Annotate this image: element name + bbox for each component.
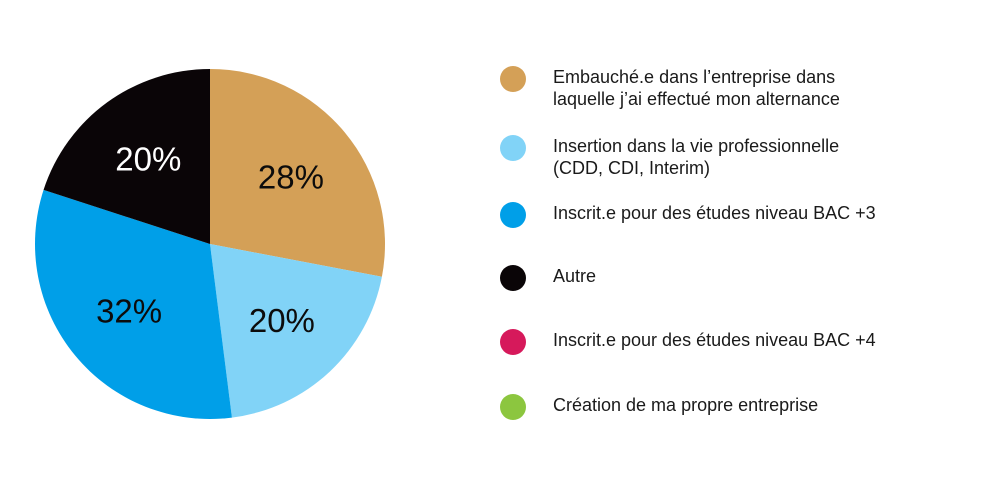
legend-label-bac4: Inscrit.e pour des études niveau BAC +4	[553, 330, 876, 350]
pie-slice-other	[43, 69, 210, 244]
legend-swatch-bac3	[500, 202, 526, 228]
legend-item-hired: Embauché.e dans l’entreprise dans laquel…	[500, 66, 933, 110]
legend-swatch-bac4	[500, 329, 526, 355]
legend-label-own-company: Création de ma propre entreprise	[553, 395, 819, 415]
legend-item-other: Autre	[500, 265, 933, 291]
legend-item-bac3: Inscrit.e pour des études niveau BAC +3	[500, 202, 933, 228]
legend-swatch-other	[500, 265, 526, 291]
legend-label-employment: Insertion dans la vie professionnelle (C…	[553, 136, 840, 178]
legend-swatch-own-company	[500, 394, 526, 420]
pie-slice-employment	[210, 244, 382, 418]
pie-slice-bac3	[35, 189, 232, 419]
pie-label-other: 20%	[115, 141, 181, 178]
pie-label-bac3: 32%	[96, 292, 162, 329]
legend-item-own-company: Création de ma propre entreprise	[500, 394, 933, 420]
legend-swatch-hired	[500, 66, 526, 92]
pie-chart: 28% 20% 32% 20%	[35, 69, 385, 419]
legend-swatch-employment	[500, 135, 526, 161]
legend-item-bac4: Inscrit.e pour des études niveau BAC +4	[500, 329, 933, 355]
legend-label-hired: Embauché.e dans l’entreprise dans laquel…	[553, 67, 840, 109]
pie-slice-hired	[210, 69, 385, 277]
pie-label-employment: 20%	[249, 302, 315, 339]
legend-label-bac3: Inscrit.e pour des études niveau BAC +3	[553, 203, 876, 223]
legend-label-other: Autre	[553, 266, 597, 286]
pie-label-hired: 28%	[258, 159, 324, 196]
legend-item-employment: Insertion dans la vie professionnelle (C…	[500, 135, 933, 179]
